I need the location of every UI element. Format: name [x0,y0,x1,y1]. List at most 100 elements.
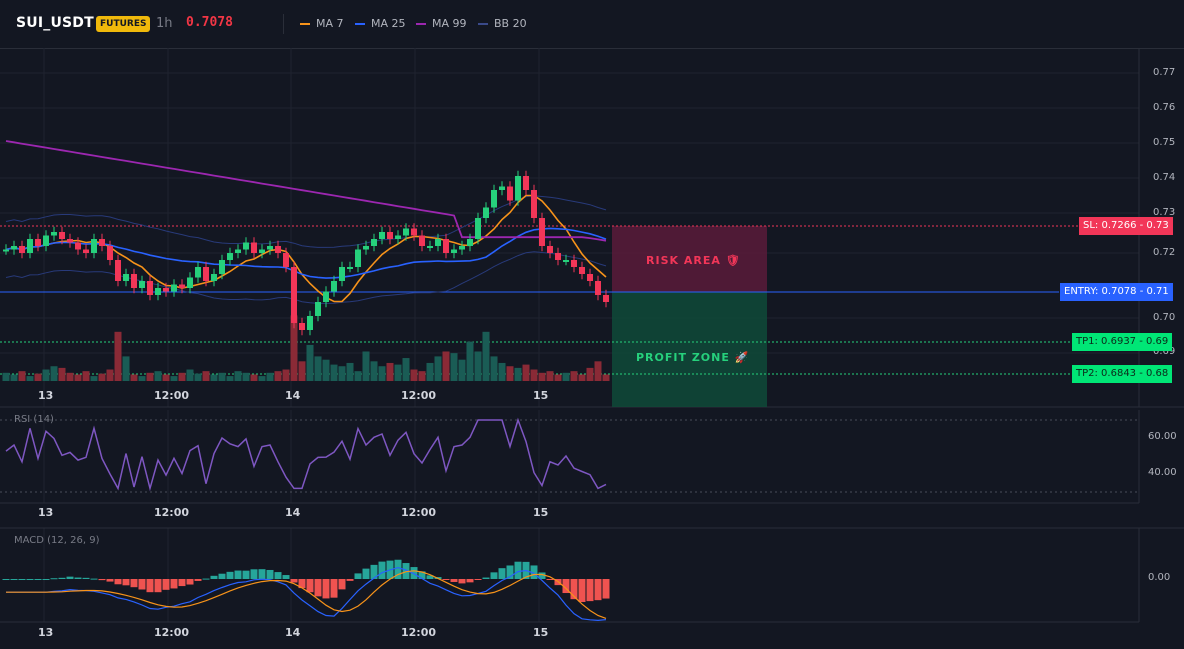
chart-header: SUI_USDT FUTURES 1h 0.7078 MA 7 MA 25 MA… [0,0,1184,49]
volume-bar [26,376,34,381]
time-tick: 12:00 [154,626,190,639]
volume-bar [322,359,330,381]
symbol-label[interactable]: SUI_USDT [16,15,94,31]
volume-bar [202,371,210,381]
candle-body [163,288,169,292]
macd-histogram-bar [10,579,18,580]
candle-body [579,267,585,274]
candle-body [219,260,225,274]
macd-histogram-bar [290,579,298,583]
volume-bar [546,371,554,381]
candle-body [35,239,41,246]
candle-body [19,246,25,253]
tp1-tag[interactable]: TP1: 0.6937 - 0.69 [1072,333,1173,351]
macd-histogram-bar [530,565,538,579]
timeframe-label[interactable]: 1h [156,16,173,31]
time-tick: 15 [533,506,549,519]
candle-body [51,232,57,236]
price-tick: 0.76 [1153,102,1176,113]
rsi-tick-40: 40.00 [1148,467,1177,478]
volume-bar [74,374,82,381]
legend-ma99[interactable]: MA 99 [416,17,467,30]
macd-histogram-bar [594,579,602,601]
volume-bar [514,367,522,381]
candle-body [411,228,417,236]
volume-bar [466,341,474,381]
candle-body [187,277,193,288]
volume-bar [250,374,258,381]
macd-histogram-bar [26,579,34,580]
volume-bar [530,369,538,381]
bb20-swatch [478,22,488,25]
price-tick: 0.70 [1153,312,1176,323]
macd-histogram-bar [322,579,330,599]
ma7-label: MA 7 [316,17,344,30]
bollinger-bands [5,195,607,304]
macd-signal-line [6,570,607,619]
volume-bar [538,372,546,381]
time-tick: 15 [533,389,549,402]
rsi-label[interactable]: RSI (14) [14,414,54,425]
macd-histogram-bar [50,578,58,580]
legend-ma7[interactable]: MA 7 [300,17,344,30]
candle-body [267,246,273,250]
price-tick: 0.72 [1153,247,1176,258]
volume-bar [258,376,266,381]
macd-histogram-bar [234,570,242,579]
volume-bar [418,371,426,381]
candle-body [427,246,433,248]
sl-tag[interactable]: SL: 0.7266 - 0.73 [1079,217,1173,235]
time-tick: 12:00 [401,506,437,519]
candle-body [43,235,49,246]
volume-bar [370,361,378,381]
time-tick: 12:00 [401,626,437,639]
macd-histogram-bar [458,579,466,584]
last-price: 0.7078 [186,15,233,30]
volume-bar [586,367,594,381]
candle-body [99,239,105,246]
macd-histogram-bar [2,579,10,580]
macd-histogram-bar [602,579,610,599]
volume-bar [386,362,394,381]
profit-zone-label: PROFIT ZONE 🚀 [636,351,750,364]
candle-body [323,291,329,302]
macd-histogram-bar [498,568,506,579]
risk-area-label: RISK AREA 🛡 [646,254,741,267]
candle-body [523,176,529,190]
legend-bb20[interactable]: BB 20 [478,17,527,30]
candle-body [435,239,441,246]
candle-body [355,249,361,267]
candle-body [283,253,289,267]
macd-histogram-bar [82,577,90,579]
candle-body [451,249,457,253]
ma25-label: MA 25 [371,17,406,30]
macd-histogram-bar [114,579,122,585]
volume-bar [130,374,138,381]
volume-bar [242,372,250,381]
candle-body [403,228,409,236]
candle-body [547,246,553,253]
volume-bar [330,364,338,381]
macd-histogram-bar [466,579,474,583]
volume-bar [18,371,26,381]
macd-histogram-bar [90,578,98,580]
tp2-tag[interactable]: TP2: 0.6843 - 0.68 [1072,365,1173,383]
bb20-label: BB 20 [494,17,527,30]
entry-tag[interactable]: ENTRY: 0.7078 - 0.71 [1060,283,1173,301]
candle-body [531,190,537,218]
volume-bar [122,356,130,381]
macd-label[interactable]: MACD (12, 26, 9) [14,535,100,546]
macd-histogram-bar [74,577,82,579]
time-tick: 12:00 [154,389,190,402]
candle-body [475,218,481,239]
candle-body [371,239,377,246]
candle-body [155,288,161,295]
price-tick: 0.77 [1153,67,1176,78]
macd-histogram-bar [578,579,586,603]
macd-histogram-bar [418,571,426,579]
legend-ma25[interactable]: MA 25 [355,17,406,30]
volume-bar [234,371,242,381]
macd-histogram-bar [18,579,26,580]
time-tick: 14 [285,506,301,519]
